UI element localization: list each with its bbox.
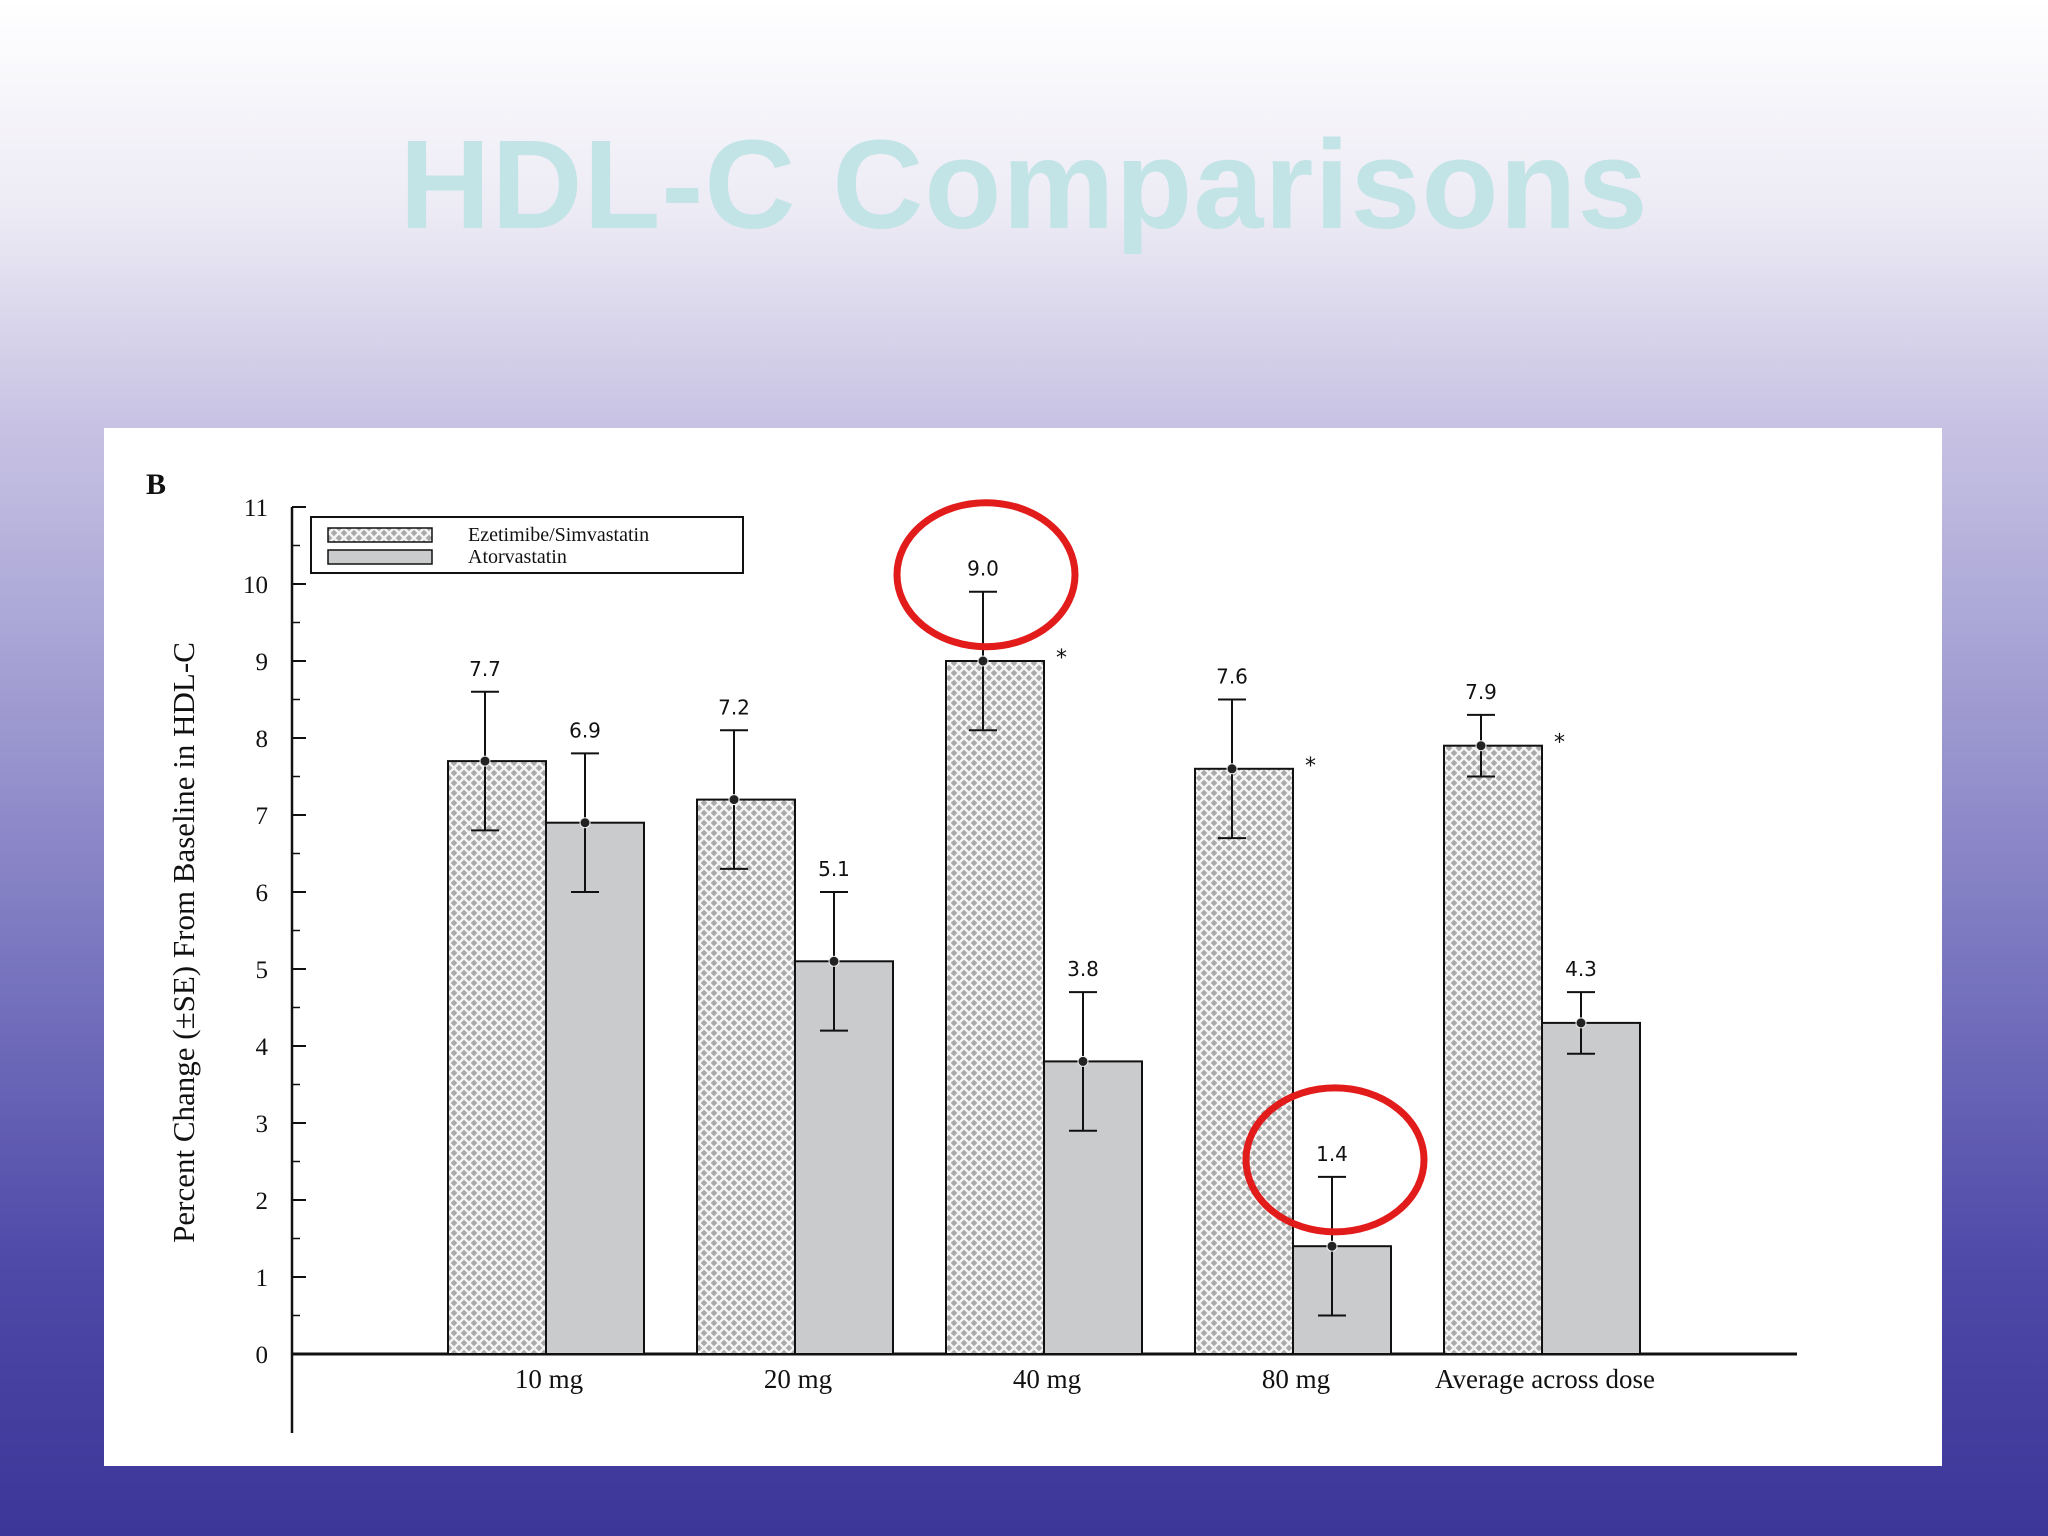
mean-marker [1575,1017,1587,1029]
x-tick-label: Average across dose [1435,1364,1655,1394]
mean-marker [579,817,591,829]
y-tick-label: 10 [243,572,268,599]
significance-marker: * [1056,646,1067,671]
y-tick-label: 2 [256,1188,269,1215]
significance-marker: * [1554,731,1565,756]
bar-atorvastatin [1541,1021,1641,1356]
bar-chart: 0 1 2 3 4 5 6 7 8 9 10 11 B Percent Change (±SE) From… [146,468,1797,1433]
data-label: 7.7 [469,657,501,681]
highlight-circle [893,499,1079,651]
data-label: 7.9 [1465,680,1497,704]
legend-label: Atorvastatin [468,546,567,568]
y-tick-label: 8 [256,726,269,753]
legend-swatch [327,527,433,543]
y-tick-label: 3 [256,1111,269,1138]
mean-marker [977,655,989,667]
slide-title: HDL-C Comparisons [399,114,1649,255]
data-label: 3.8 [1067,957,1099,981]
y-tick-label: 4 [256,1034,269,1061]
x-tick-label: 80 mg [1262,1364,1330,1394]
x-tick-label: 10 mg [515,1364,583,1394]
mean-marker [728,794,740,806]
bar-atorvastatin [1043,1060,1143,1356]
mean-marker [1226,763,1238,775]
data-label: 7.6 [1216,665,1248,689]
error-bars [471,590,1595,1317]
bar-ezetimibe-simvastatin [447,760,547,1356]
bar-ezetimibe-simvastatin [696,798,796,1356]
mean-marker [1077,1055,1089,1067]
mean-marker [828,955,840,967]
y-tick-label: 9 [256,649,269,676]
y-tick-label: 6 [256,880,269,907]
data-label: 9.0 [967,557,999,581]
data-label: 5.1 [818,857,850,881]
y-tick-label: 11 [244,495,268,522]
highlight-circle [1242,1084,1428,1236]
y-tick-label: 0 [256,1342,269,1369]
legend-label: Ezetimibe/Simvastatin [468,524,649,546]
x-tick-label: 40 mg [1013,1364,1081,1394]
chart-panel: 0 1 2 3 4 5 6 7 8 9 10 11 B Percent Change (±SE) From… [104,428,1942,1466]
bar-atorvastatin [794,960,894,1355]
significance-marker: * [1305,754,1316,779]
bar-atorvastatin [545,821,645,1355]
data-label: 4.3 [1565,957,1597,981]
data-label: 7.2 [718,695,750,719]
y-tick-label: 1 [256,1265,269,1292]
highlight-circles [893,499,1428,1236]
bar-ezetimibe-simvastatin [1194,767,1294,1355]
panel-label: B [146,468,166,501]
data-label: 6.9 [569,718,601,742]
mean-marker [479,755,491,767]
legend-swatch [327,549,433,565]
data-label: 1.4 [1316,1142,1348,1166]
y-axis-label: Percent Change (±SE) From Baseline in HD… [166,642,201,1243]
bars [447,660,1641,1356]
value-labels: 7.7 6.9 10 mg 7.2 5.1 20 mg 9.0 * 3.8 40 mg 7.6 * 1.… [469,557,1655,1394]
y-tick-label: 5 [256,957,269,984]
bar-atorvastatin [1292,1245,1392,1356]
bar-ezetimibe-simvastatin [1443,744,1543,1355]
bar-ezetimibe-simvastatin [945,660,1045,1355]
y-tick-label: 7 [256,803,269,830]
mean-marker [1475,740,1487,752]
mean-marker [1326,1240,1338,1252]
x-tick-label: 20 mg [764,1364,832,1394]
